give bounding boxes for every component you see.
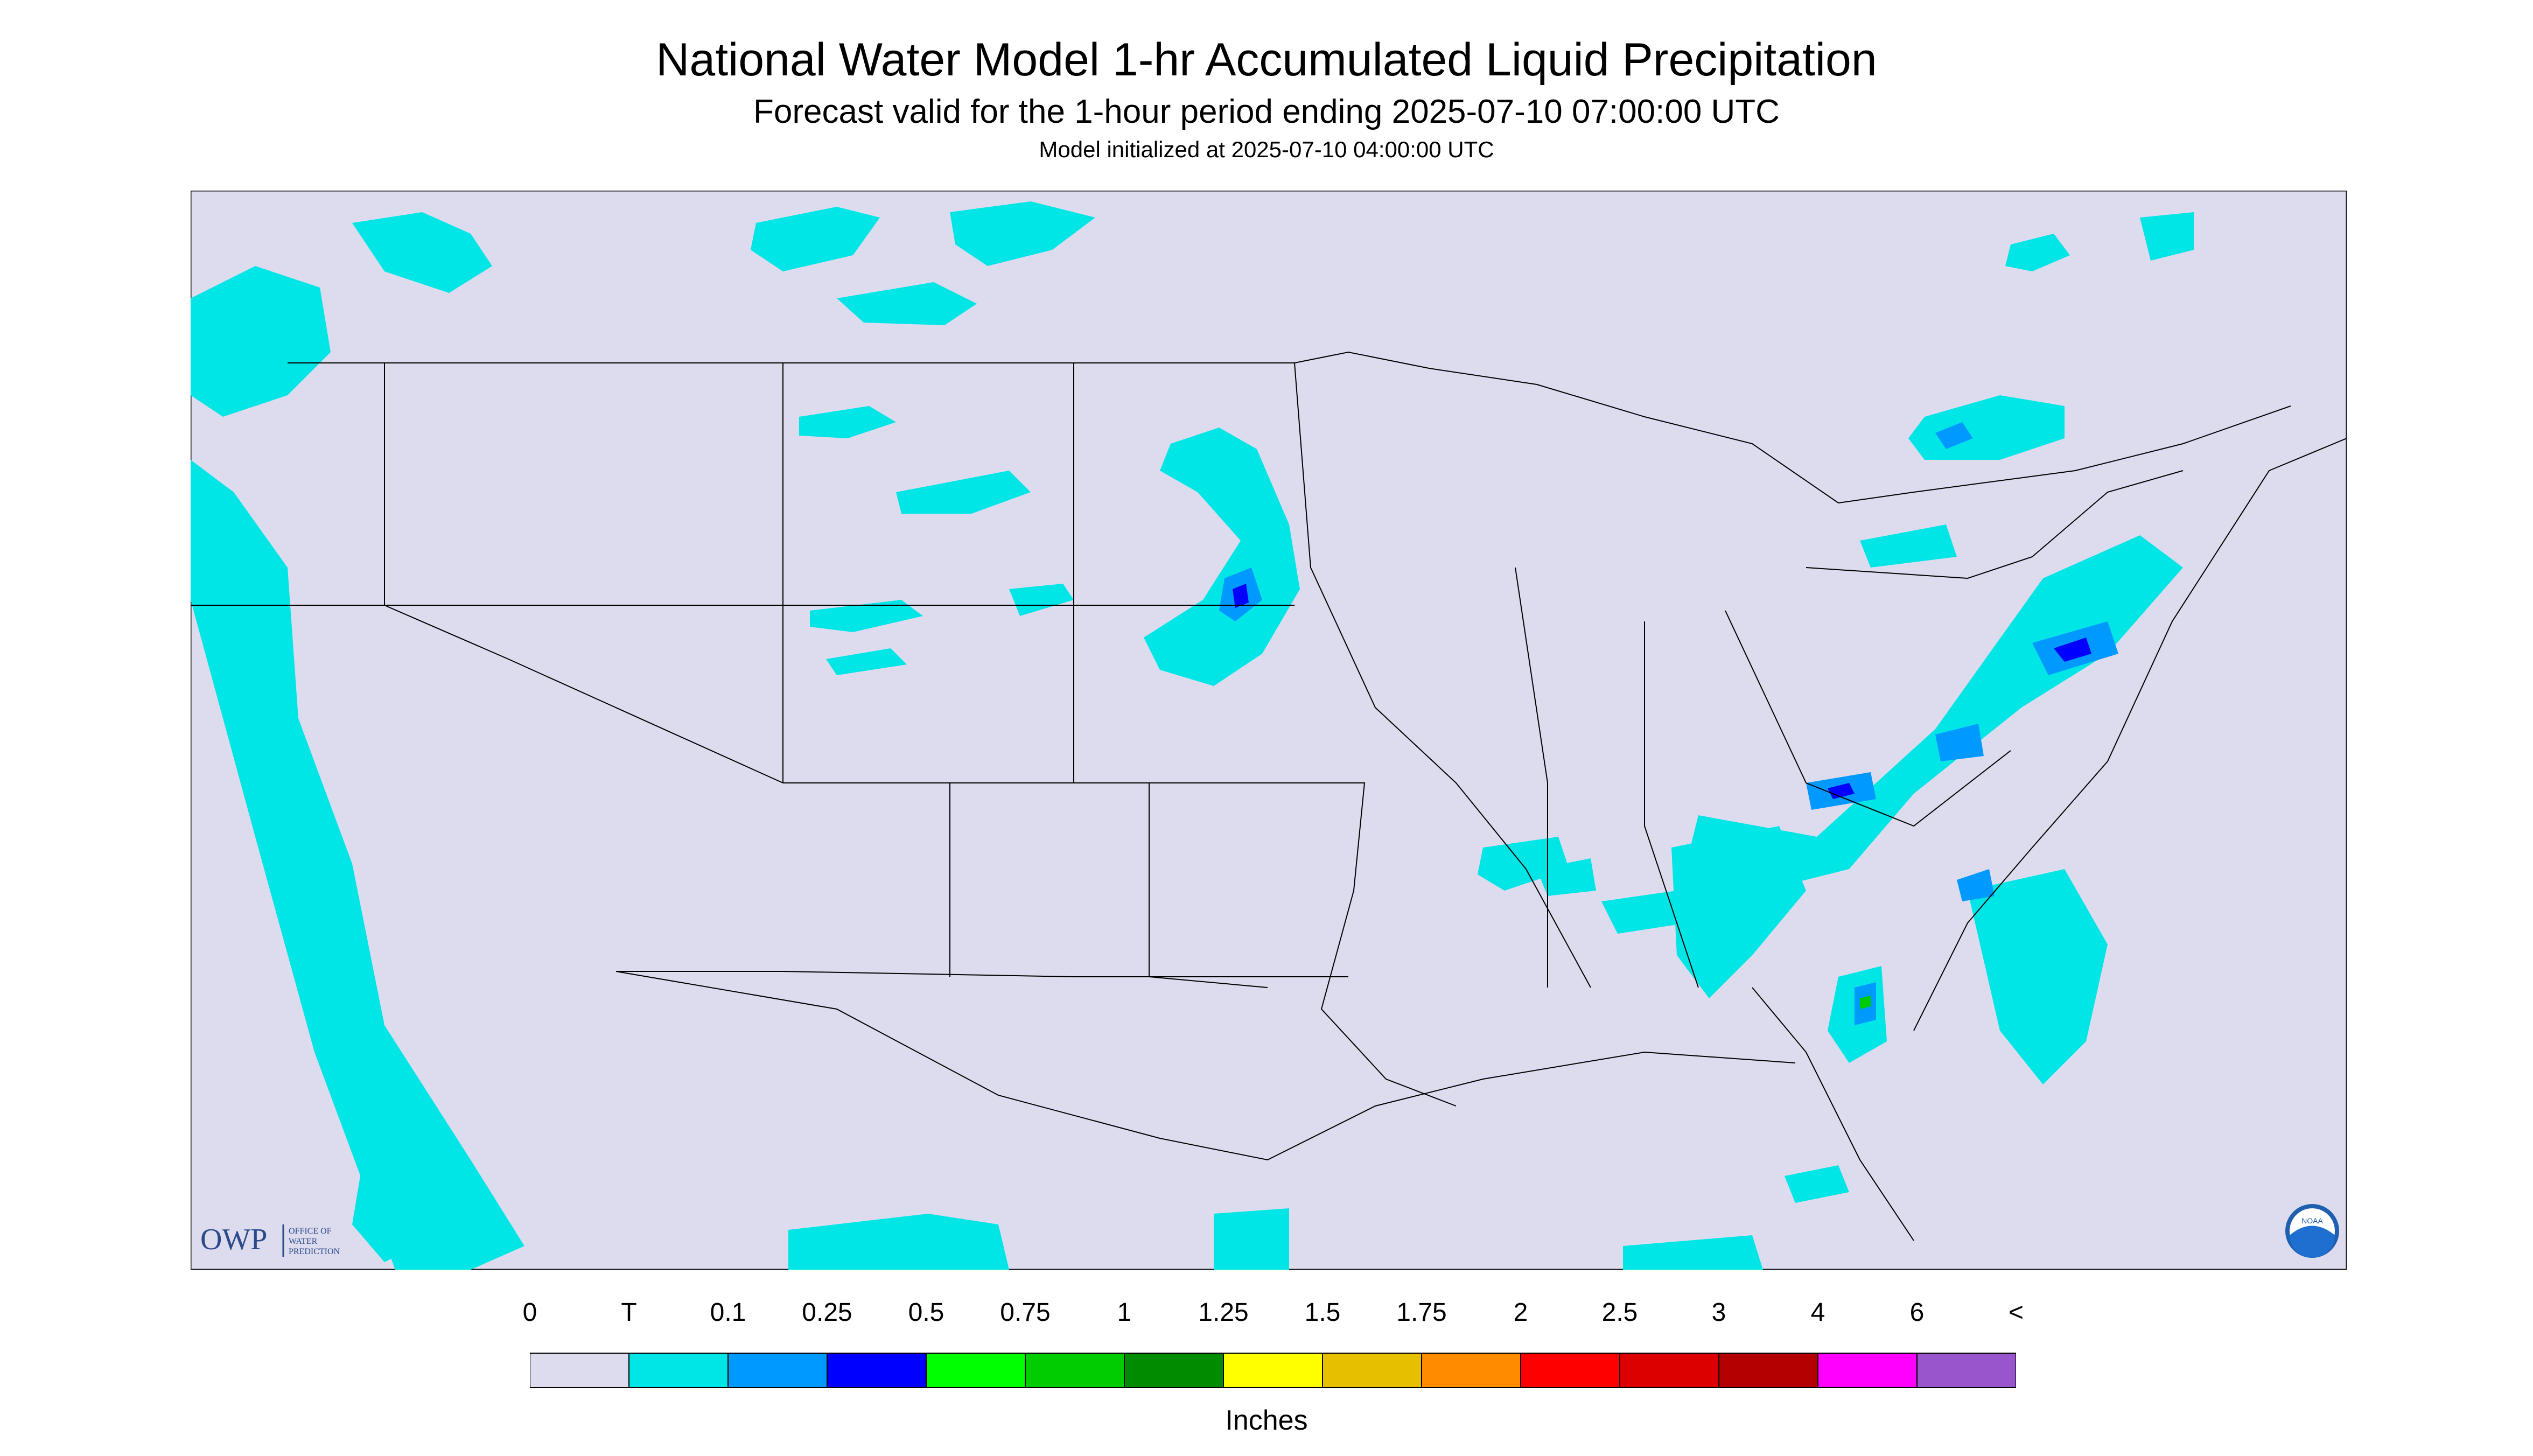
legend-label: 0.75 <box>1000 1298 1051 1327</box>
legend-swatch <box>628 1353 729 1388</box>
precip-pacific-west <box>191 266 524 1270</box>
legend-swatch <box>1322 1353 1422 1388</box>
precip-atlantic-offshore <box>1828 869 2108 1084</box>
legend-units: Inches <box>1225 1405 1308 1436</box>
legend-swatch <box>1025 1353 1125 1388</box>
legend-label: 2 <box>1513 1298 1528 1327</box>
legend-swatch <box>530 1353 629 1388</box>
legend-swatch <box>827 1353 927 1388</box>
model-init-text: Model initialized at 2025-07-10 04:00:00… <box>1039 137 1494 162</box>
owp-logo: OWP OFFICE OF WATER PREDICTION <box>200 1223 340 1257</box>
legend-label: 2.5 <box>1601 1298 1638 1327</box>
svg-text:PREDICTION: PREDICTION <box>289 1247 340 1256</box>
precip-quebec <box>1908 212 2194 460</box>
svg-text:OFFICE OF: OFFICE OF <box>289 1227 332 1236</box>
legend-swatch <box>727 1353 828 1388</box>
legend-label: T <box>621 1298 637 1327</box>
precip-mid-atlantic-northeast <box>1688 524 2183 891</box>
map-subtitle: Forecast valid for the 1-hour period end… <box>753 93 1780 130</box>
precip-northern-plains <box>799 406 1074 675</box>
legend-label: 1 <box>1117 1298 1132 1327</box>
svg-text:OWP: OWP <box>200 1223 267 1256</box>
legend-label: 0.25 <box>802 1298 852 1327</box>
legend-label: 0.5 <box>908 1298 944 1327</box>
legend-swatch <box>1718 1353 1818 1388</box>
precipitation-map: OWP OFFICE OF WATER PREDICTION NOAA <box>191 191 2347 1270</box>
precip-canada-north <box>352 201 1095 325</box>
legend-swatch <box>1916 1353 2016 1388</box>
legend-label: 0.1 <box>710 1298 746 1327</box>
precip-southeast <box>1478 826 1806 998</box>
svg-text:WATER: WATER <box>289 1237 318 1246</box>
legend-label: 3 <box>1711 1298 1726 1327</box>
legend-label: 6 <box>1909 1298 1925 1327</box>
legend-swatch <box>1520 1353 1620 1388</box>
legend-swatch <box>1619 1353 1719 1388</box>
legend-label: 0 <box>522 1298 537 1327</box>
precip-mexico-south <box>788 1165 1849 1270</box>
legend-label: 1.75 <box>1396 1298 1447 1327</box>
state-boundaries <box>191 351 2347 1241</box>
legend-labels: 0 T 0.1 0.25 0.5 0.75 1 1.25 1.5 1.75 2 2.5 3 4 6 < <box>0 1298 2533 1335</box>
legend-label: < <box>2008 1298 2024 1327</box>
map-title: National Water Model 1-hr Accumulated Li… <box>656 34 1877 86</box>
legend-color-bar <box>530 1353 2016 1388</box>
legend-label: 1.25 <box>1198 1298 1249 1327</box>
legend-swatch <box>1124 1353 1224 1388</box>
noaa-logo: NOAA <box>2285 1204 2339 1258</box>
precip-upper-midwest-band <box>1144 428 1300 686</box>
legend-swatch <box>1223 1353 1323 1388</box>
legend-swatch <box>1421 1353 1521 1388</box>
legend-label: 4 <box>1810 1298 1825 1327</box>
legend-label: 1.5 <box>1304 1298 1341 1327</box>
legend-swatch <box>1817 1353 1918 1388</box>
legend-swatch <box>926 1353 1026 1388</box>
svg-text:NOAA: NOAA <box>2301 1216 2323 1225</box>
